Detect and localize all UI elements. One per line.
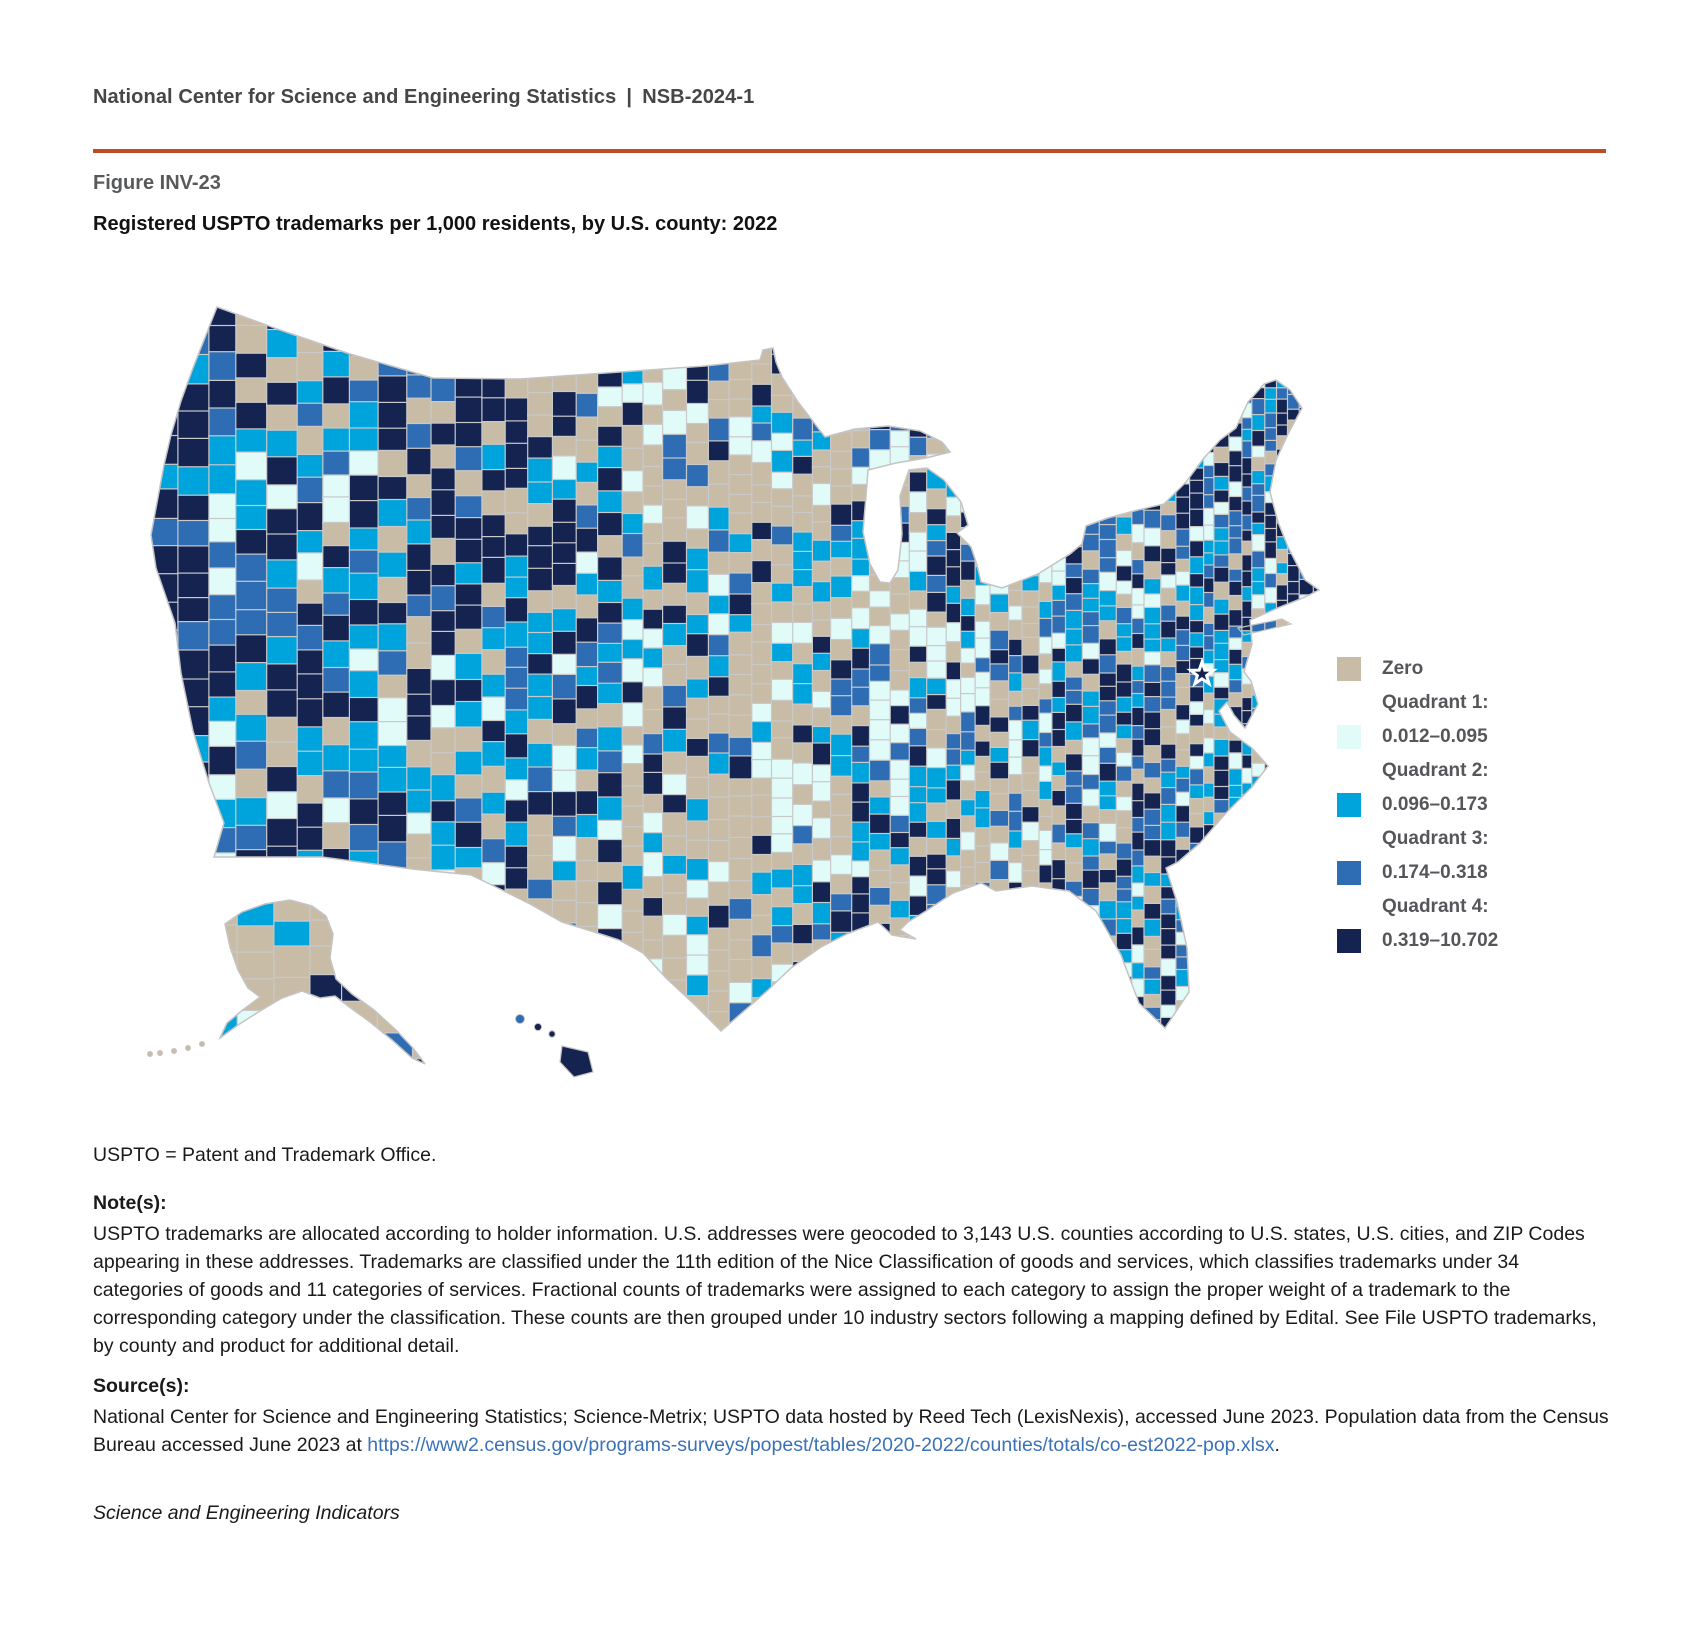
journal-footer: Science and Engineering Indicators [93,1502,400,1524]
legend-quadrant-header: Quadrant 1: [1382,692,1489,713]
notes-text: USPTO trademarks are allocated according… [93,1223,1597,1357]
map-svg [146,306,1321,1078]
figure-label: Figure INV-23 [93,172,221,194]
legend-label: 0.012–0.095 [1382,726,1488,747]
legend-label: Zero [1382,658,1424,679]
report-header: National Center for Science and Engineer… [93,86,755,108]
us-county-choropleth-map [130,282,1335,1082]
legend-swatch [1337,793,1361,817]
legend-swatch [1337,725,1361,749]
dc-star-icon [1186,657,1218,688]
legend-swatch [1337,657,1361,681]
map-legend: Zero Quadrant 1: 0.012–0.095 Quadrant 2: 0.0… [1337,652,1617,958]
legend-swatch [1337,861,1361,885]
legend-quadrant-header: Quadrant 4: [1382,896,1489,917]
source-link[interactable]: https://www2.census.gov/programs-surveys… [367,1434,1275,1456]
alaska-outline [218,899,426,1065]
header-rule [93,149,1606,153]
aleutian-islands [146,1041,206,1058]
legend-quadrant-header: Quadrant 2: [1382,760,1489,781]
legend-item: 0.096–0.173 [1337,788,1617,822]
legend-label: 0.319–10.702 [1382,930,1499,951]
legend-label: 0.096–0.173 [1382,794,1488,815]
legend-label: 0.174–0.318 [1382,862,1488,883]
legend-item: 0.012–0.095 [1337,720,1617,754]
legend-quadrant-header: Quadrant 3: [1382,828,1489,849]
source-suffix: . [1274,1434,1280,1456]
legend-item: Zero [1337,652,1617,686]
source-text: National Center for Science and Engineer… [93,1406,1609,1456]
lower48-outline [150,306,1321,1033]
hawaii-islands [515,1014,594,1078]
figure-title: Registered USPTO trademarks per 1,000 re… [93,213,778,235]
legend-swatch [1337,929,1361,953]
abbreviation-note: USPTO = Patent and Trademark Office. [93,1144,437,1166]
legend-item: 0.174–0.318 [1337,856,1617,890]
sources-heading: Source(s): [93,1375,190,1397]
legend-item: 0.319–10.702 [1337,924,1617,958]
sources-text: National Center for Science and Engineer… [93,1403,1609,1459]
long-island-outline [1236,618,1293,636]
notes-heading: Note(s): [93,1192,167,1214]
